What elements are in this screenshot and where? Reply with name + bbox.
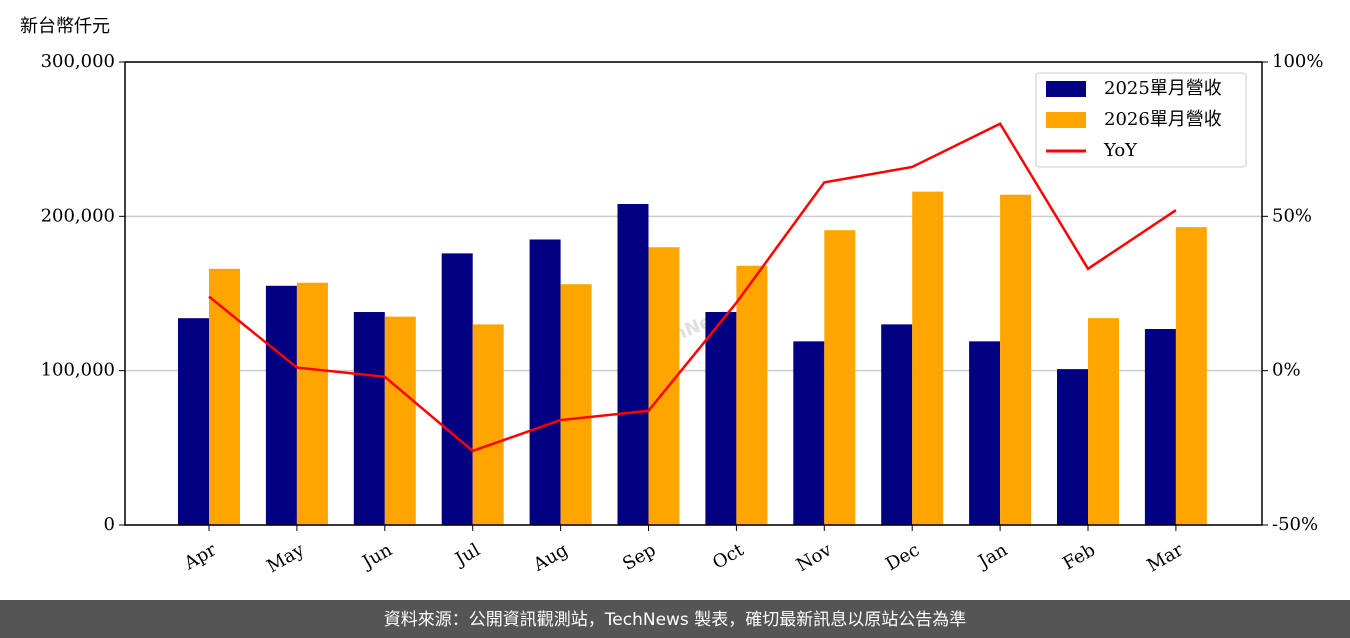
bar [912,191,944,525]
y2-tick-label: -50% [1272,514,1318,535]
bar [1144,328,1176,525]
x-tick-label: Dec [882,539,923,575]
x-tick-label: Jun [357,539,396,574]
bar [1088,318,1119,525]
y2-tick-label: 100% [1272,51,1323,72]
bar [648,247,680,525]
legend-label: YoY [1103,140,1138,161]
x-tick-label: Nov [793,539,836,576]
bar [296,282,328,525]
bar [209,268,240,525]
y-tick-label: 200,000 [41,205,115,226]
footer: 資料來源：公開資訊觀測站，TechNews 製表，確切最新訊息以原站公告為準 [384,610,966,630]
y2-tick-label: 0% [1272,360,1301,381]
bar [1057,369,1088,525]
y-tick-label: 100,000 [41,360,115,381]
x-tick-label: Jul [450,539,484,571]
legend-swatch [1046,112,1086,128]
bar [793,341,825,525]
x-tick-label: Apr [180,539,220,574]
bar [441,253,473,525]
x-tick-label: May [263,539,308,577]
bar [353,312,385,525]
bar [1000,194,1032,525]
bar [529,239,561,525]
bar [617,203,649,525]
legend-box [1035,72,1247,168]
bar [560,284,592,525]
bar [178,318,209,525]
plot-frame [124,61,1263,526]
bar [824,230,856,525]
bar [1175,227,1207,526]
bar [705,312,737,525]
y-tick-label: 0 [104,514,115,535]
x-tick-label: Feb [1059,539,1099,574]
legend-label: 2026單月營收 [1104,109,1222,130]
y-axis-label: 新台幣仟元 [20,16,110,37]
legend-label: 2025單月營收 [1104,78,1222,99]
footer-bar [0,600,1350,638]
x-tick-label: Oct [709,539,748,574]
line [208,122,1177,453]
y2-tick-label: 50% [1272,205,1312,226]
bar [881,324,913,525]
x-tick-label: Sep [619,539,659,574]
bar [969,341,1001,525]
legend-swatch [1046,81,1086,97]
x-tick-label: Jan [973,539,1011,573]
bar [265,285,297,525]
x-tick-label: Mar [1144,539,1188,576]
bar [472,324,504,525]
bar [384,316,416,525]
y-tick-label: 300,000 [41,51,115,72]
x-tick-label: Aug [529,539,572,576]
bar [736,265,768,525]
